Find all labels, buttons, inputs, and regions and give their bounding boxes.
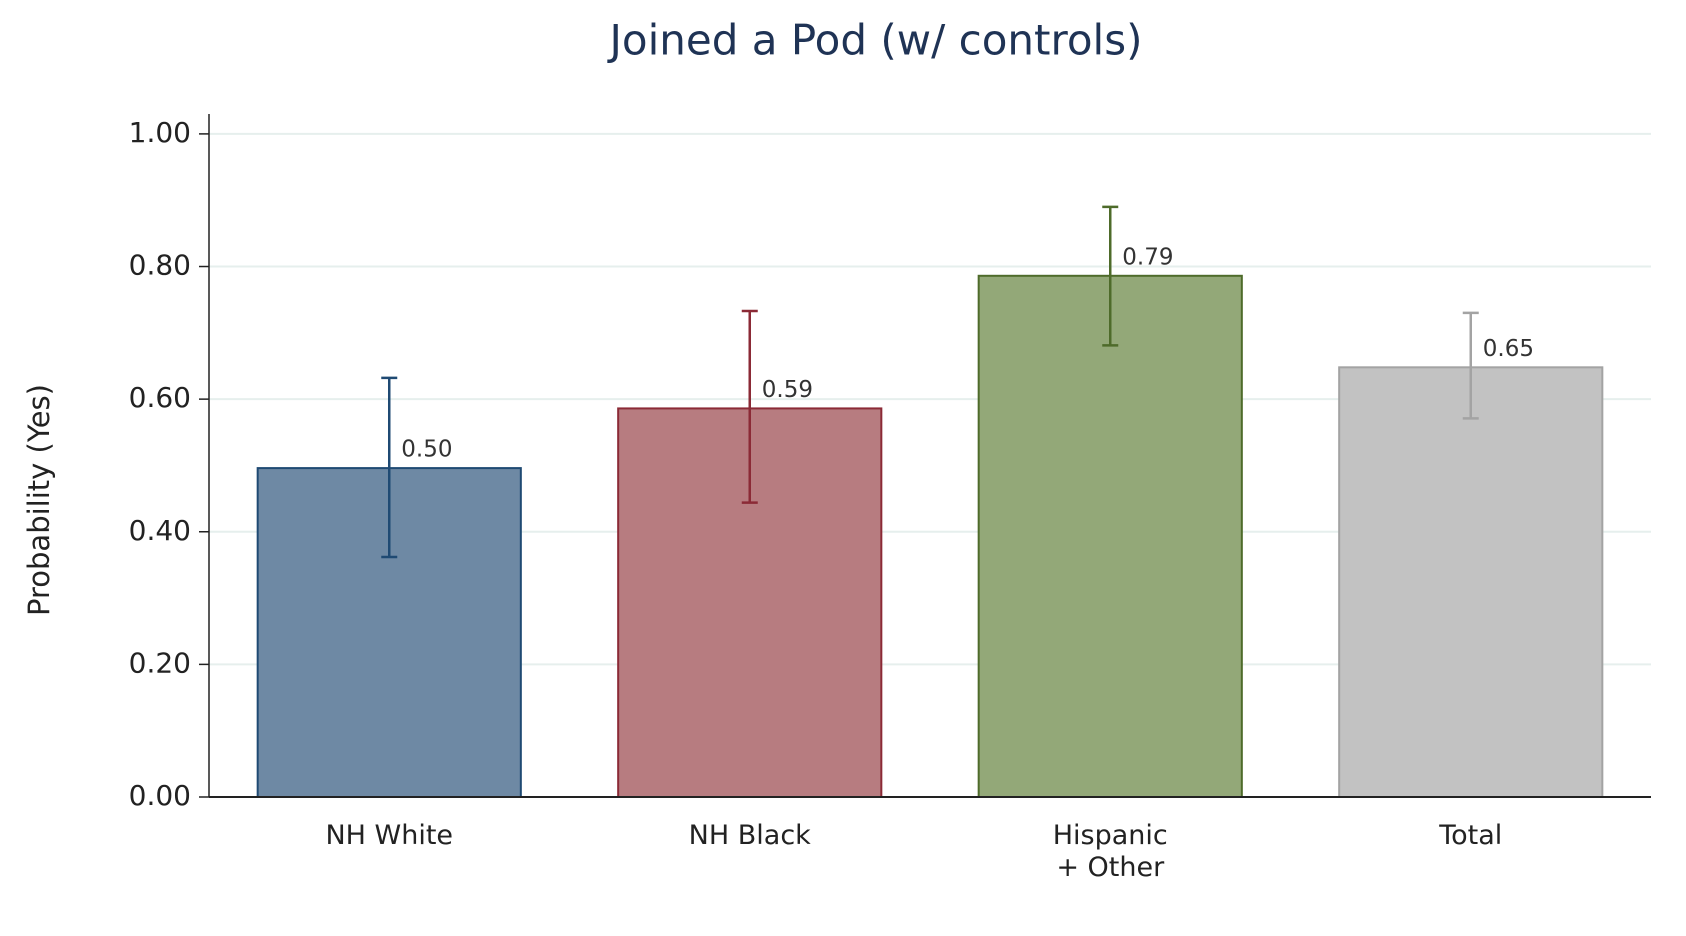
y-tick-label: 0.20 xyxy=(129,646,191,679)
x-tick-label: Total xyxy=(1439,820,1503,851)
value-label: 0.50 xyxy=(401,437,452,463)
chart-title: Joined a Pod (w/ controls) xyxy=(607,16,1143,65)
value-label: 0.65 xyxy=(1483,336,1534,362)
y-tick-label: 0.80 xyxy=(129,249,191,282)
value-label: 0.79 xyxy=(1122,244,1173,270)
y-tick-label: 0.00 xyxy=(129,779,191,812)
y-tick-label: 0.60 xyxy=(129,381,191,414)
x-tick-label: NH White xyxy=(325,820,454,851)
bar xyxy=(977,274,1243,799)
y-axis-label: Probability (Yes) xyxy=(22,384,56,616)
y-tick-label: 1.00 xyxy=(129,116,191,149)
bar xyxy=(1338,366,1604,798)
x-tick-label: Hispanic + Other xyxy=(1052,820,1168,883)
x-tick-label: NH Black xyxy=(688,820,811,851)
y-tick-label: 0.40 xyxy=(129,514,191,547)
value-label: 0.59 xyxy=(762,377,813,403)
